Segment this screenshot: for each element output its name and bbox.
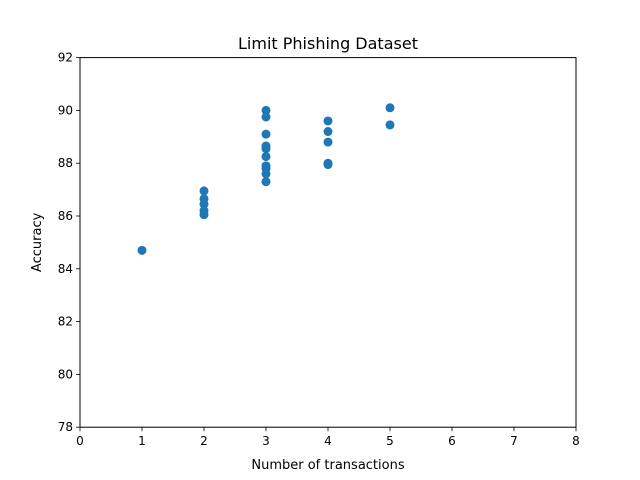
- data-point: [261, 129, 271, 139]
- data-point: [261, 112, 271, 122]
- data-point: [137, 245, 147, 255]
- x-tick-label: 6: [448, 434, 456, 448]
- y-tick-label: 92: [58, 51, 73, 65]
- chart-title: Limit Phishing Dataset: [238, 34, 418, 53]
- data-point: [199, 199, 209, 209]
- data-point: [323, 127, 333, 137]
- data-point: [261, 144, 271, 154]
- x-tick-label: 5: [386, 434, 394, 448]
- x-axis-label: Number of transactions: [251, 458, 404, 473]
- x-axis-ticks: 0 1 2 3 4 5 6 7 8: [76, 427, 580, 448]
- data-point: [261, 177, 271, 187]
- data-point: [323, 116, 333, 126]
- data-point: [199, 210, 209, 220]
- x-tick-label: 8: [572, 434, 580, 448]
- x-tick-label: 7: [510, 434, 518, 448]
- y-tick-label: 86: [58, 209, 73, 223]
- y-axis-ticks: 78 80 82 84 86 88 90 92: [58, 51, 80, 434]
- data-point: [323, 137, 333, 147]
- data-point: [323, 160, 333, 170]
- data-point: [261, 105, 271, 115]
- data-point: [261, 169, 271, 179]
- y-tick-label: 82: [58, 315, 73, 329]
- y-tick-label: 88: [58, 156, 73, 170]
- x-tick-label: 0: [76, 434, 84, 448]
- data-point: [261, 152, 271, 162]
- y-axis-label: Accuracy: [30, 212, 45, 272]
- y-tick-label: 80: [58, 367, 73, 381]
- data-point: [385, 103, 395, 113]
- y-tick-label: 90: [58, 103, 73, 117]
- x-tick-label: 3: [262, 434, 270, 448]
- x-tick-label: 1: [138, 434, 146, 448]
- plot-frame: [79, 57, 577, 428]
- data-point: [199, 186, 209, 196]
- y-tick-label: 78: [58, 420, 73, 434]
- x-tick-label: 2: [200, 434, 208, 448]
- data-points: [137, 103, 395, 255]
- data-point: [385, 120, 395, 130]
- x-tick-label: 4: [324, 434, 332, 448]
- y-tick-label: 84: [58, 262, 73, 276]
